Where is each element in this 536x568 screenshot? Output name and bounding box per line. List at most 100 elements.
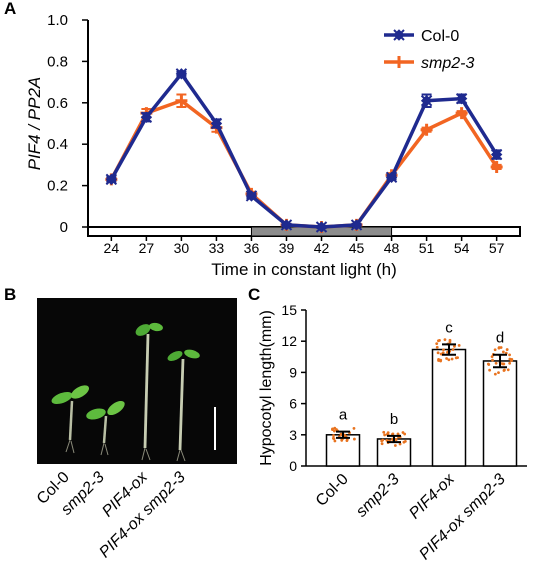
significance-letter-col-0: a — [339, 407, 348, 424]
seedling-stem — [102, 415, 108, 444]
x-tick-label: 57 — [489, 240, 505, 256]
data-point-pif4-ox — [454, 356, 458, 360]
data-point-col-0 — [280, 219, 293, 231]
data-point-pif4-ox-smp2-3 — [501, 362, 504, 366]
data-point-pif4-ox-smp2-3 — [490, 355, 494, 359]
panel-c-label: C — [248, 285, 260, 304]
x-tick-label: 39 — [279, 240, 295, 256]
data-point-smp2-3 — [490, 160, 503, 173]
data-point-pif4-ox-smp2-3 — [486, 362, 490, 366]
x-tick-label-pif4-ox: PIF4-ox — [406, 470, 458, 522]
data-point-pif4-ox — [439, 359, 443, 363]
series-group — [105, 68, 503, 233]
data-point-pif4-ox-smp2-3 — [499, 346, 503, 349]
bar-pif4-ox — [431, 348, 467, 467]
error-bar-pif4-ox-smp2-3 — [493, 353, 507, 369]
data-point-smp2-3 — [402, 440, 406, 444]
data-point-col-0 — [335, 428, 338, 431]
data-point-smp2-3 — [382, 430, 386, 434]
seedling-stem — [68, 400, 74, 441]
data-point-pif4-ox — [437, 357, 440, 361]
data-point-col-0 — [332, 429, 336, 433]
data-point-pif4-ox-smp2-3 — [508, 357, 512, 361]
seedling-root — [65, 439, 75, 454]
data-point-col-0 — [339, 432, 343, 436]
data-point-col-0 — [385, 171, 398, 184]
bar-group-pif4-ox-smp2-3: d — [482, 330, 518, 467]
x-tick-label-smp2-3: smp2-3 — [353, 471, 403, 521]
legend-label-smp2-3: smp2-3 — [421, 55, 474, 72]
x-axis-ticks: 24 27 30 33 36 39 42 45 48 51 54 57 — [104, 236, 505, 256]
data-point-col-0 — [420, 95, 433, 107]
panel-a: A PIF4 / PP2A Time in constant light (h)… — [4, 0, 521, 279]
seedling-stem — [143, 333, 150, 449]
data-point-col-0 — [140, 111, 153, 123]
cotyledon — [51, 391, 73, 405]
data-point-legend-smp2-3 — [393, 56, 405, 68]
data-point-pif4-ox — [441, 351, 445, 355]
seedling-photo — [37, 298, 237, 464]
data-point-smp2-3 — [394, 437, 398, 441]
x-tick-label: 42 — [314, 240, 330, 256]
data-point-smp2-3 — [380, 442, 384, 446]
y-axis-ticks: 0 3 6 9 12 15 — [281, 302, 306, 474]
cotyledon — [135, 324, 151, 336]
y-axis-label: Hypocotyl length(mm) — [258, 310, 275, 466]
y-tick-label: 9 — [289, 364, 297, 380]
panel-c: C Hypocotyl length(mm) 0 3 6 9 12 15 a b c d Col… — [248, 285, 527, 563]
y-tick-label: 3 — [289, 427, 297, 443]
bar-group-smp2-3: b — [376, 411, 412, 467]
bars: a b c d — [325, 319, 518, 467]
data-point-col-0 — [344, 434, 347, 438]
data-point-smp2-3 — [383, 433, 387, 437]
x-tick-label-pif4-ox-smp2-3: PIF4-ox smp2-3 — [416, 471, 509, 564]
data-point-col-0 — [490, 148, 503, 161]
panel-b-label: B — [4, 285, 16, 304]
legend: Col-0 smp2-3 — [384, 28, 474, 72]
data-point-smp2-3 — [393, 444, 397, 447]
data-point-pif4-ox-smp2-3 — [497, 346, 501, 349]
seedlings-illustration — [51, 322, 200, 462]
x-tick-label: 45 — [349, 240, 365, 256]
y-axis-label: PIF4 / PP2A — [25, 77, 44, 171]
data-point-col-0 — [333, 439, 337, 443]
data-point-legend-col-0 — [393, 29, 405, 41]
data-point-pif4-ox — [457, 344, 461, 347]
data-point-pif4-ox-smp2-3 — [501, 350, 505, 354]
significance-letter-pif4-ox: c — [445, 319, 453, 336]
data-point-smp2-3 — [455, 107, 468, 120]
x-tick-label: 36 — [244, 240, 260, 256]
panel-a-label: A — [4, 0, 16, 18]
data-point-pif4-ox — [435, 342, 439, 346]
x-tick-label: 30 — [174, 240, 190, 256]
data-point-smp2-3 — [403, 432, 407, 436]
x-tick-label: 54 — [454, 240, 470, 256]
bar-group-pif4-ox: c — [431, 319, 467, 467]
cotyledon — [86, 408, 106, 420]
y-tick-label: 0.4 — [47, 136, 68, 153]
data-point-smp2-3 — [398, 442, 402, 446]
y-tick-label: 6 — [289, 396, 297, 412]
seedling-stem — [178, 358, 185, 451]
data-point-col-0 — [315, 221, 328, 233]
y-axis-ticks: 0 0.2 0.4 0.6 0.8 1.0 — [47, 12, 88, 236]
data-point-pif4-ox — [436, 351, 440, 355]
error-bar-smp2-3 — [387, 434, 401, 444]
data-point-pif4-ox — [447, 358, 451, 362]
data-point-pif4-ox — [442, 348, 445, 352]
data-point-pif4-ox-smp2-3 — [491, 358, 494, 362]
y-tick-label: 0.6 — [47, 95, 68, 112]
data-point-col-0 — [210, 117, 223, 130]
error-bar-col-0 — [336, 430, 350, 439]
bar-pif4-ox-smp2-3 — [482, 360, 518, 467]
data-point-pif4-ox-smp2-3 — [493, 348, 497, 352]
data-point-pif4-ox-smp2-3 — [497, 371, 500, 375]
data-point-pif4-ox — [448, 338, 452, 342]
cotyledon — [149, 322, 163, 332]
seedling-root — [141, 447, 151, 461]
data-point-col-0 — [332, 437, 336, 440]
data-point-pif4-ox-smp2-3 — [506, 368, 510, 372]
